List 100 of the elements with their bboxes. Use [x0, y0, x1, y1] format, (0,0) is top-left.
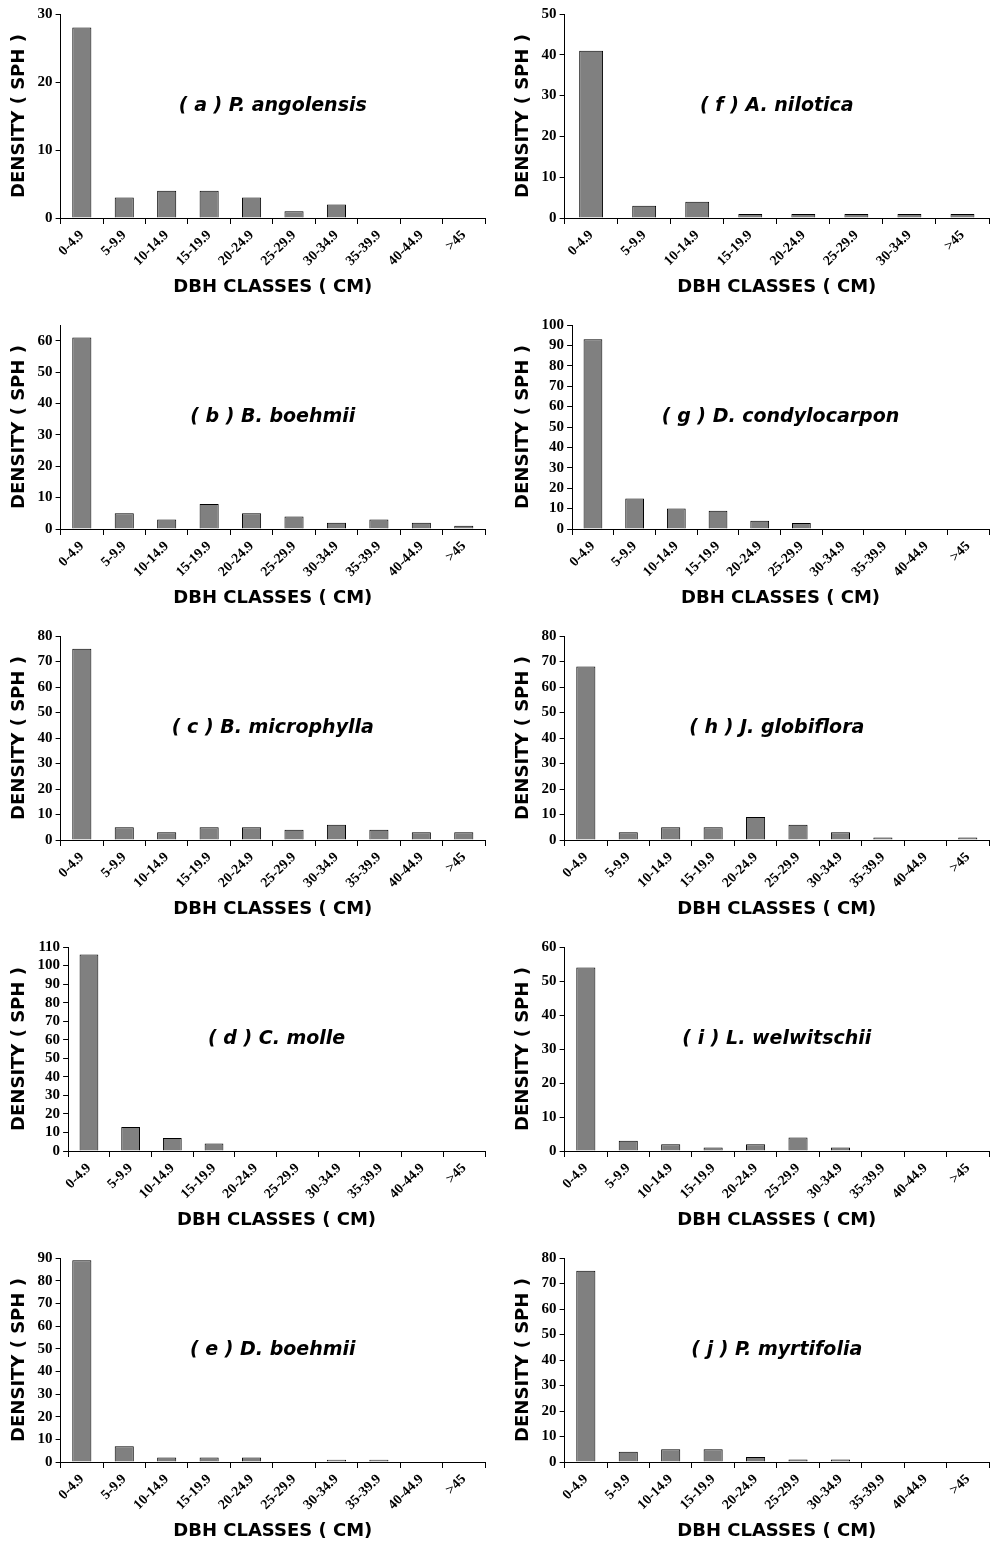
- y-tick-label: 30: [45, 1086, 61, 1103]
- y-tick-label: 30: [549, 458, 565, 475]
- y-tick-label: 70: [37, 652, 53, 669]
- y-tick-label: 60: [541, 677, 557, 694]
- x-tick-label: >45: [941, 227, 968, 254]
- y-tick-label: 20: [541, 1073, 557, 1090]
- y-tick-label: 40: [37, 728, 53, 745]
- y-tick-label: 70: [37, 1294, 53, 1311]
- y-tick-label: 0: [45, 519, 53, 536]
- x-axis-title: DBH CLASSES ( CM): [677, 896, 877, 918]
- y-tick-label: 100: [37, 956, 61, 973]
- y-tick-label: 80: [45, 993, 61, 1010]
- y-tick-label: 90: [45, 974, 61, 991]
- y-tick-label: 50: [37, 703, 53, 720]
- y-axis-title: DENSITY ( SPH ): [7, 345, 29, 509]
- y-axis-title: DENSITY ( SPH ): [7, 34, 29, 198]
- y-tick-label: 20: [37, 72, 53, 89]
- y-tick-label: 60: [37, 1316, 53, 1333]
- y-tick-label: 20: [37, 779, 53, 796]
- y-tick-label: 40: [541, 1005, 557, 1022]
- x-axis-title: DBH CLASSES ( CM): [681, 585, 881, 607]
- y-tick-label: 40: [45, 1067, 61, 1084]
- y-tick-label: 0: [549, 208, 557, 225]
- y-tick-label: 80: [37, 1271, 53, 1288]
- y-tick-label: 30: [37, 4, 53, 21]
- y-tick-label: 40: [37, 394, 53, 411]
- y-axis-title: DENSITY ( SPH ): [511, 1278, 533, 1442]
- y-tick-label: 30: [37, 754, 53, 771]
- x-axis-title: DBH CLASSES ( CM): [173, 585, 373, 607]
- y-tick-label: 10: [541, 1107, 557, 1124]
- y-tick-label: 0: [549, 1141, 557, 1158]
- y-tick-label: 0: [549, 830, 557, 847]
- y-tick-label: 60: [541, 937, 557, 954]
- text: ( i ) L. welwitschii: [682, 1025, 872, 1048]
- y-tick-label: 70: [541, 1274, 557, 1291]
- y-tick-label: 40: [549, 438, 565, 455]
- y-axis-title: DENSITY ( SPH ): [7, 1278, 29, 1442]
- y-tick-label: 30: [541, 1376, 557, 1393]
- y-axis-title: DENSITY ( SPH ): [511, 967, 533, 1131]
- x-tick-label: >45: [442, 227, 469, 254]
- y-tick-label: 50: [541, 703, 557, 720]
- y-tick-label: 10: [549, 499, 565, 516]
- y-tick-label: 110: [38, 937, 61, 954]
- y-tick-label: 60: [45, 1030, 61, 1047]
- y-tick-label: 100: [541, 315, 565, 332]
- y-tick-label: 10: [45, 1123, 61, 1140]
- y-tick-label: 10: [541, 168, 557, 185]
- y-tick-label: 60: [541, 1299, 557, 1316]
- x-axis-title: DBH CLASSES ( CM): [177, 1207, 377, 1229]
- y-tick-label: 30: [37, 425, 53, 442]
- text: ( c ) B. microphylla: [171, 714, 374, 737]
- text: ( d ) C. molle: [207, 1025, 346, 1048]
- x-axis-title: DBH CLASSES ( CM): [173, 274, 373, 296]
- y-tick-label: 70: [541, 652, 557, 669]
- y-tick-label: 70: [45, 1012, 61, 1029]
- y-tick-label: 40: [541, 1350, 557, 1367]
- y-tick-label: 50: [549, 417, 565, 434]
- y-tick-label: 60: [37, 331, 53, 348]
- y-tick-label: 30: [541, 1039, 557, 1056]
- y-tick-label: 20: [37, 457, 53, 474]
- y-tick-label: 10: [37, 1430, 53, 1447]
- y-tick-label: 30: [541, 86, 557, 103]
- x-axis-title: DBH CLASSES ( CM): [173, 1518, 373, 1540]
- text: ( e ) D. boehmii: [190, 1336, 357, 1359]
- y-tick-label: 20: [549, 479, 565, 496]
- y-tick-label: 80: [541, 626, 557, 643]
- y-tick-label: 60: [549, 397, 565, 414]
- y-tick-label: 40: [37, 1362, 53, 1379]
- y-tick-label: 0: [45, 208, 53, 225]
- y-tick-label: 40: [541, 45, 557, 62]
- y-tick-label: 40: [541, 728, 557, 745]
- x-tick-label: >45: [946, 849, 973, 876]
- y-tick-label: 80: [541, 1248, 557, 1265]
- x-axis-title: DBH CLASSES ( CM): [173, 896, 373, 918]
- x-tick-label: >45: [442, 849, 469, 876]
- y-tick-label: 50: [37, 1339, 53, 1356]
- y-tick-label: 90: [37, 1248, 53, 1265]
- y-tick-label: 20: [541, 127, 557, 144]
- text: ( g ) D. condylocarpon: [661, 403, 900, 426]
- y-tick-label: 80: [549, 356, 565, 373]
- y-tick-label: 50: [45, 1049, 61, 1066]
- y-tick-label: 20: [45, 1104, 61, 1121]
- y-axis-title: DENSITY ( SPH ): [511, 34, 533, 198]
- y-tick-label: 70: [549, 377, 565, 394]
- y-tick-label: 20: [541, 1401, 557, 1418]
- y-tick-label: 10: [37, 140, 53, 157]
- y-tick-label: 50: [541, 4, 557, 21]
- y-axis-title: DENSITY ( SPH ): [511, 656, 533, 820]
- x-axis-title: DBH CLASSES ( CM): [677, 274, 877, 296]
- x-axis-title: DBH CLASSES ( CM): [677, 1518, 877, 1540]
- text: ( f ) A. nilotica: [699, 92, 854, 115]
- y-tick-label: 0: [556, 519, 565, 536]
- y-axis-title: DENSITY ( SPH ): [7, 656, 29, 820]
- y-tick-label: 30: [37, 1384, 53, 1401]
- x-tick-label: >45: [946, 1471, 973, 1498]
- y-axis-title: DENSITY ( SPH ): [511, 345, 533, 509]
- x-tick-label: >45: [442, 1471, 469, 1498]
- y-tick-label: 10: [541, 1427, 557, 1444]
- y-tick-label: 10: [37, 488, 53, 505]
- y-tick-label: 60: [37, 677, 53, 694]
